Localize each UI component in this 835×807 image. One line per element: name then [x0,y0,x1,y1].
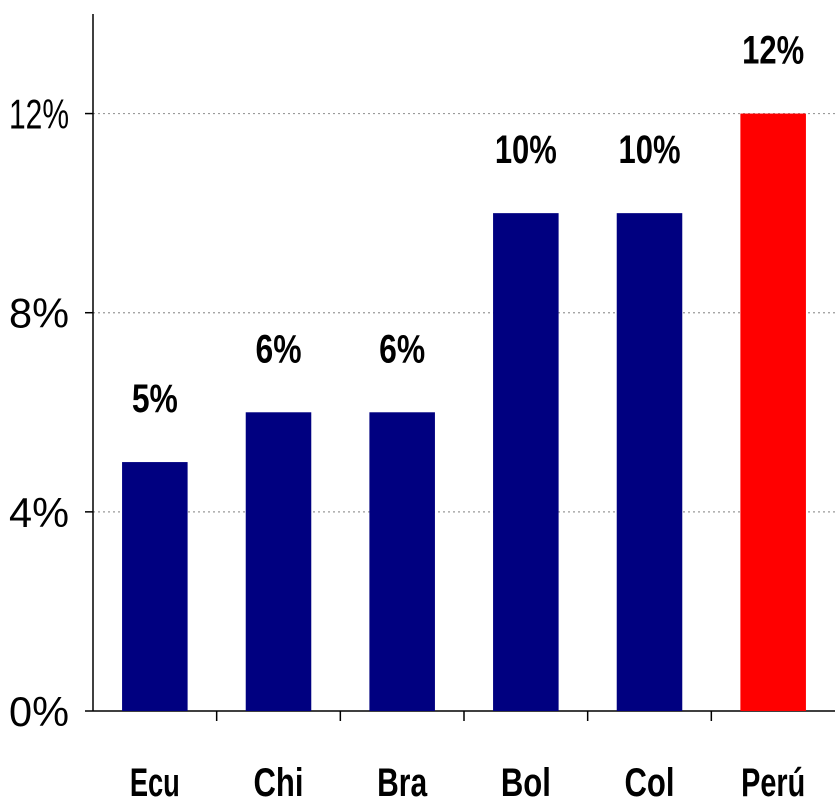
data-label-background [615,121,684,180]
labels: 0% 4% 8% 12% 5% Ecu 6% Chi 6% Bra 10% Bol 10% Col 12% P… [9,21,808,805]
data-label-background [120,370,189,429]
bar [122,462,188,711]
bar [245,412,312,711]
data-label: 5% [132,377,178,421]
bar [616,213,683,711]
data-label-background [491,121,560,180]
data-label: 6% [256,327,302,371]
bar [369,412,435,711]
data-label: 10% [495,128,557,172]
bars [122,113,806,712]
y-tick-label: 8% [9,290,69,337]
y-tick-label: 12% [9,91,69,138]
x-tick-label: Perú [741,761,805,805]
gridlines [93,112,835,513]
x-tick-label: Col [625,761,675,805]
x-tick-label: Bol [501,761,551,805]
x-tick-label: Bra [377,761,428,805]
bar [493,213,559,711]
axes [85,14,835,721]
x-tick-label: Ecu [130,761,180,805]
bar [740,113,806,712]
data-label-background [739,21,808,80]
data-label: 10% [619,128,681,172]
y-tick-label: 0% [9,688,69,735]
data-label-background [368,320,437,379]
data-label-background [244,320,313,379]
data-label: 12% [742,29,804,73]
x-tick-label: Chi [254,761,304,805]
y-tick-label: 4% [9,489,69,536]
data-label: 6% [379,327,425,371]
